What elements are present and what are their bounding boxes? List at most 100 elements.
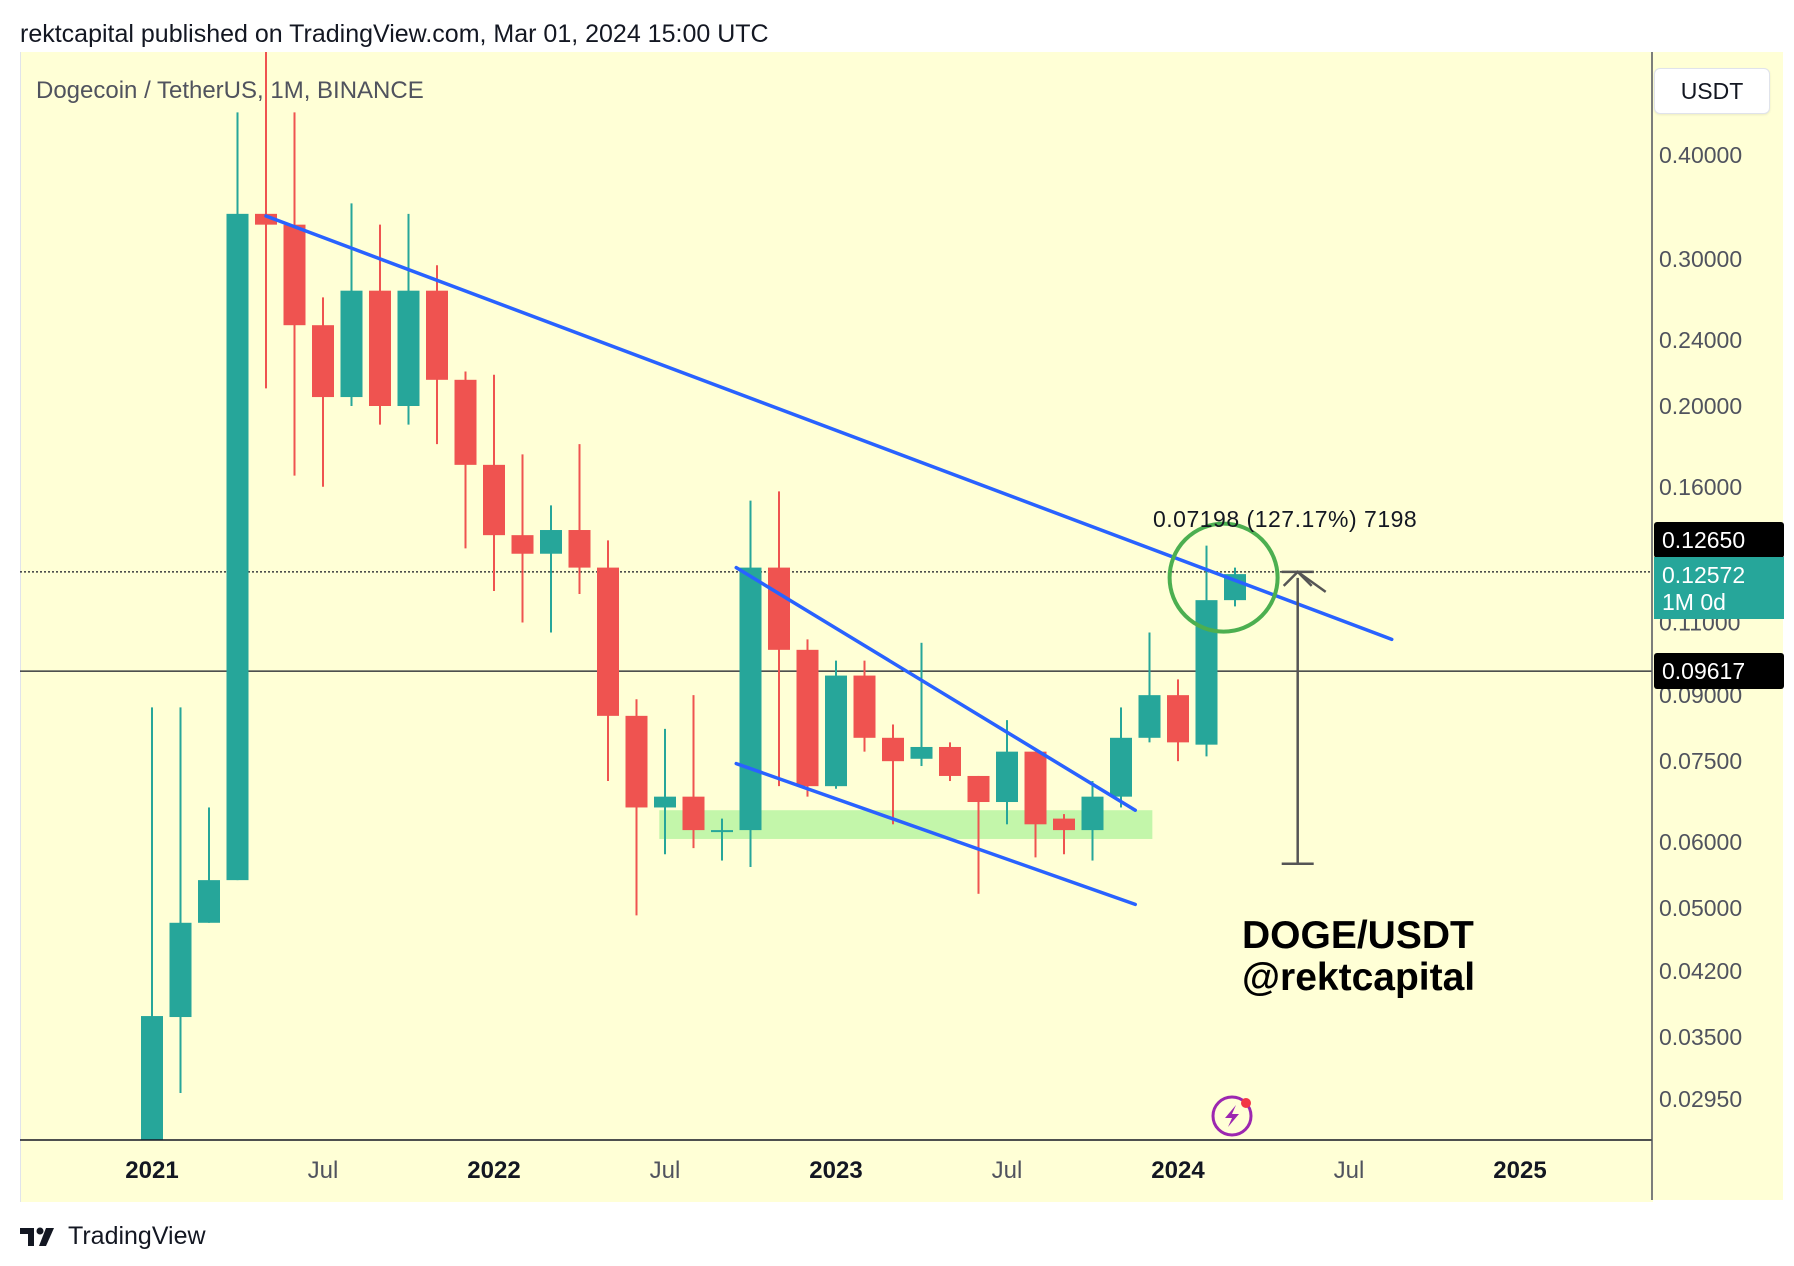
candle-2024-03[interactable] [1224,567,1246,607]
candle-2021-10[interactable] [397,213,420,425]
chart-watermark: DOGE/USDT @rektcapital [1242,915,1475,999]
candle-body [1024,751,1047,825]
candle-2021-06[interactable] [283,112,306,476]
candle-2022-12[interactable] [796,639,819,797]
candle-2021-05[interactable] [255,52,277,389]
candle-2023-03[interactable] [882,724,904,825]
candle-body [1167,695,1189,743]
candle-2022-03[interactable] [540,505,562,633]
macro-downtrend-line[interactable] [264,214,1394,642]
tradingview-brand: TradingView [68,1222,206,1250]
candle-2023-08[interactable] [1024,751,1047,858]
price-tick-label: 0.05000 [1659,895,1742,921]
time-tick-label: 2024 [1151,1157,1205,1184]
candle-2022-11[interactable] [768,491,790,787]
time-tick-label: Jul [992,1157,1023,1184]
price-tick-label: 0.24000 [1659,327,1742,353]
watermark-handle: @rektcapital [1242,956,1476,999]
candle-2023-12[interactable] [1138,632,1161,743]
price-label-value: 0.09617 [1662,658,1745,684]
candle-body [568,530,591,568]
wedge-upper-line[interactable] [734,565,1137,812]
candle-body [1081,796,1104,831]
price-tick-label: 0.06000 [1659,829,1742,855]
candle-body [483,464,505,536]
candle-2021-08[interactable] [340,203,363,406]
candle-2021-07[interactable] [312,297,334,487]
price-tick-label: 0.02950 [1659,1086,1742,1112]
candle-2023-11[interactable] [1110,707,1132,808]
price-tick-label: 0.20000 [1659,393,1742,419]
candle-2021-02[interactable] [169,707,192,1093]
publisher-header: rektcapital published on TradingView.com… [20,20,769,48]
candle-2021-11[interactable] [426,265,448,445]
time-tick-label: 2023 [809,1157,862,1184]
candle-body [426,290,448,380]
price-tick-label: 0.07500 [1659,748,1742,774]
time-tick-label: Jul [308,1157,339,1184]
candle-body [796,649,819,787]
candle-body [511,535,534,554]
candle-2024-01[interactable] [1167,679,1189,762]
time-tick-label: 2021 [125,1157,178,1184]
candle-2022-02[interactable] [511,454,534,623]
candle-body [625,715,648,808]
current-price-value: 0.12572 [1662,562,1745,588]
price-label-badge[interactable] [1654,653,1784,689]
candle-body [711,830,733,833]
time-tick-label: 2022 [467,1157,520,1184]
candle-body [340,290,363,398]
candle-2023-04[interactable] [910,642,933,767]
candle-2022-04[interactable] [568,444,591,595]
price-tick-label: 0.30000 [1659,246,1742,272]
wedge-lower-line[interactable] [734,761,1137,907]
candle-2022-09[interactable] [711,818,733,861]
candle-2022-08[interactable] [682,695,705,849]
measure-arrow-tail [1296,570,1327,593]
candle-body [255,213,277,225]
candle-2024-02[interactable] [1195,545,1218,757]
candle-2021-01[interactable] [141,707,163,1140]
candle-2022-06[interactable] [625,699,648,916]
watermark-pair: DOGE/USDT [1242,914,1474,957]
price-tick-label: 0.03500 [1659,1024,1742,1050]
candle-2022-05[interactable] [597,540,619,782]
candle-2021-12[interactable] [454,371,477,549]
candle-body [283,224,306,326]
current-price-badge[interactable] [1654,557,1784,619]
candle-body [141,1016,163,1140]
candle-2023-02[interactable] [853,660,876,752]
candle-2023-01[interactable] [825,660,847,789]
price-tick-label: 0.04200 [1659,958,1742,984]
candle-2023-06[interactable] [967,775,990,894]
candle-2021-03[interactable] [198,807,220,923]
candle-2023-07[interactable] [996,720,1018,825]
candle-body [996,751,1018,803]
lightning-icon[interactable] [1211,1095,1253,1137]
candle-2023-10[interactable] [1081,781,1104,861]
candle-body [825,675,847,787]
candle-2022-01[interactable] [483,374,505,591]
candle-body [967,775,990,803]
candle-body [910,746,933,759]
candle-2022-10[interactable] [739,500,762,867]
candle-body [939,746,961,776]
candle-body [1110,737,1132,797]
candle-2022-07[interactable] [654,728,676,855]
currency-selector-button[interactable]: USDT [1654,68,1770,114]
tradingview-footer[interactable]: TradingView [20,1222,206,1251]
candle-2023-09[interactable] [1053,814,1075,855]
candle-body [597,567,619,716]
candle-body [1195,600,1218,745]
price-label-badge[interactable] [1654,522,1784,558]
candle-body [768,567,790,650]
candle-body [454,379,477,465]
candle-body [198,880,220,923]
candle-2021-04[interactable] [226,112,249,881]
candle-body [1053,818,1075,831]
candle-body [1138,695,1161,738]
symbol-title: Dogecoin / TetherUS, 1M, BINANCE [36,77,424,104]
candle-body [853,675,876,738]
candle-2023-05[interactable] [939,742,961,782]
